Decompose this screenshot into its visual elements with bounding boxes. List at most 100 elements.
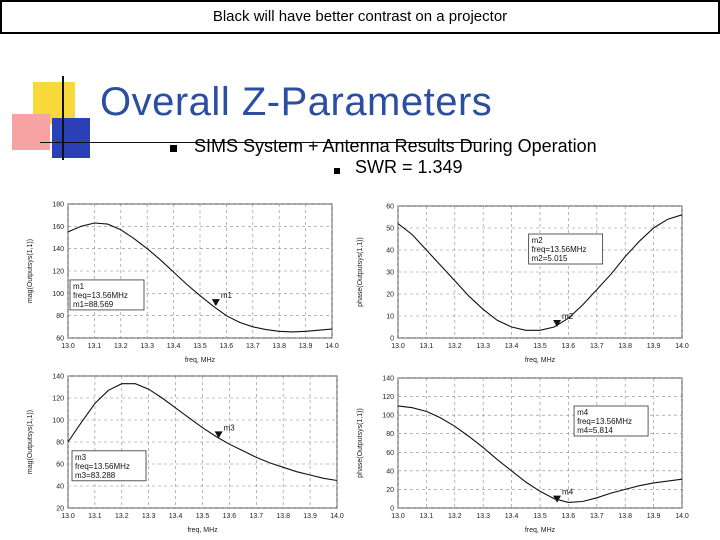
x-tick-label: 13.2 bbox=[448, 343, 462, 350]
x-tick-label: 13.0 bbox=[61, 343, 75, 350]
y-tick-label: 100 bbox=[52, 418, 64, 425]
marker-name: m2 bbox=[562, 312, 574, 321]
plot-1: 13.0 13.1 13.2 13.3 13.4 13.5 13.6 13.7 13.8 13.9… bbox=[22, 196, 342, 366]
y-tick-label: 30 bbox=[386, 270, 394, 277]
deco-blue-square bbox=[52, 118, 90, 158]
marker-readout-line: m1=88.569 bbox=[73, 300, 114, 309]
x-tick-label: 13.8 bbox=[618, 343, 632, 350]
x-tick-label: 13.6 bbox=[220, 343, 234, 350]
plot-4: 13.0 13.1 13.2 13.3 13.4 13.5 13.6 13.7 13.8 13.9… bbox=[352, 370, 692, 536]
y-tick-label: 40 bbox=[386, 468, 394, 475]
x-tick-label: 13.7 bbox=[246, 343, 260, 350]
plot-4-svg: 13.0 13.1 13.2 13.3 13.4 13.5 13.6 13.7 13.8 13.9… bbox=[357, 376, 689, 535]
x-tick-label: 13.7 bbox=[249, 513, 263, 520]
x-axis-label: freq, MHz bbox=[187, 527, 218, 534]
x-tick-label: 13.2 bbox=[114, 343, 128, 350]
x-tick-label: 13.7 bbox=[590, 513, 604, 520]
banner-text: Black will have better contrast on a pro… bbox=[212, 8, 508, 25]
marker-readout-box bbox=[69, 279, 145, 311]
x-tick-label: 13.6 bbox=[562, 513, 576, 520]
y-tick-label: 80 bbox=[386, 431, 394, 438]
marker-name: m4 bbox=[562, 488, 574, 497]
series-line bbox=[67, 222, 333, 333]
x-tick-label: 13.0 bbox=[391, 513, 405, 520]
x-tick-label: 13.3 bbox=[142, 513, 156, 520]
marker-readout-line: freq=13.56MHz bbox=[577, 417, 632, 426]
series-line bbox=[67, 383, 338, 482]
bullet-text-2: SWR = 1.349 bbox=[355, 157, 463, 177]
marker-triangle bbox=[553, 319, 562, 327]
marker-name: m1 bbox=[221, 291, 233, 300]
deco-horizontal-line bbox=[40, 142, 480, 143]
x-axis-label: freq, MHz bbox=[525, 357, 556, 364]
x-tick-label: 13.4 bbox=[505, 343, 519, 350]
y-axis-label: mag(Outputsys(1,1)) bbox=[27, 410, 34, 474]
x-tick-label: 13.5 bbox=[533, 343, 547, 350]
marker-readout-line: m4=5.814 bbox=[577, 426, 613, 435]
y-tick-label: 60 bbox=[56, 462, 64, 469]
x-axis-label: freq, MHz bbox=[185, 357, 216, 364]
marker-readout-box bbox=[573, 405, 649, 437]
y-tick-label: 140 bbox=[52, 374, 64, 381]
x-tick-label: 13.1 bbox=[420, 513, 434, 520]
x-tick-label: 13.6 bbox=[562, 343, 576, 350]
bullet-text-1: SIMS System + Antenna Results During Ope… bbox=[194, 136, 597, 156]
x-tick-label: 13.0 bbox=[391, 343, 405, 350]
bullet-marker-1 bbox=[170, 145, 177, 152]
x-axis-label: freq, MHz bbox=[525, 527, 556, 534]
y-tick-label: 120 bbox=[52, 396, 64, 403]
y-axis-label: phase(Outputsys(1,1)) bbox=[357, 408, 364, 478]
y-tick-label: 140 bbox=[382, 376, 394, 383]
y-tick-label: 80 bbox=[56, 313, 64, 320]
x-tick-label: 13.3 bbox=[476, 513, 490, 520]
banner: Black will have better contrast on a pro… bbox=[0, 0, 720, 34]
x-tick-label: 14.0 bbox=[325, 343, 339, 350]
x-tick-label: 13.8 bbox=[276, 513, 290, 520]
x-tick-label: 13.1 bbox=[88, 513, 102, 520]
marker-readout-line: m3=83.288 bbox=[75, 471, 116, 480]
x-tick-label: 14.0 bbox=[675, 513, 689, 520]
x-tick-label: 13.9 bbox=[647, 343, 661, 350]
marker-readout-line: m4 bbox=[577, 408, 589, 417]
y-tick-label: 60 bbox=[56, 336, 64, 343]
y-tick-label: 20 bbox=[386, 487, 394, 494]
y-tick-label: 160 bbox=[52, 224, 64, 231]
y-tick-label: 40 bbox=[56, 484, 64, 491]
x-tick-label: 13.2 bbox=[115, 513, 129, 520]
plot-3-svg: 13.0 13.1 13.2 13.3 13.4 13.5 13.6 13.7 13.8 13.9… bbox=[27, 374, 344, 535]
marker-readout-line: m2=5.015 bbox=[532, 254, 568, 263]
series-line bbox=[397, 214, 683, 331]
x-tick-label: 13.4 bbox=[167, 343, 181, 350]
x-tick-label: 13.8 bbox=[272, 343, 286, 350]
x-tick-label: 13.8 bbox=[618, 513, 632, 520]
y-tick-label: 100 bbox=[52, 291, 64, 298]
y-tick-label: 0 bbox=[390, 336, 394, 343]
slide-title: Overall Z-Parameters bbox=[100, 80, 493, 124]
x-tick-label: 13.4 bbox=[505, 513, 519, 520]
marker-readout-line: m1 bbox=[73, 282, 85, 291]
marker-triangle bbox=[553, 495, 562, 503]
y-tick-label: 50 bbox=[386, 226, 394, 233]
plot-3: 13.0 13.1 13.2 13.3 13.4 13.5 13.6 13.7 13.8 13.9… bbox=[22, 368, 347, 536]
x-tick-label: 13.9 bbox=[303, 513, 317, 520]
y-tick-label: 100 bbox=[382, 413, 394, 420]
y-tick-label: 20 bbox=[386, 292, 394, 299]
plot-2: 13.0 13.1 13.2 13.3 13.4 13.5 13.6 13.7 13.8 13.9… bbox=[352, 198, 692, 366]
y-tick-label: 120 bbox=[52, 269, 64, 276]
marker-readout-line: m3 bbox=[75, 453, 87, 462]
marker-readout-box bbox=[528, 233, 604, 265]
x-tick-label: 13.5 bbox=[193, 343, 207, 350]
marker-readout-line: m2 bbox=[532, 236, 544, 245]
x-tick-label: 13.5 bbox=[196, 513, 210, 520]
x-tick-label: 14.0 bbox=[675, 343, 689, 350]
x-tick-label: 13.7 bbox=[590, 343, 604, 350]
marker-triangle bbox=[214, 431, 223, 439]
x-tick-label: 13.0 bbox=[61, 513, 75, 520]
y-tick-label: 60 bbox=[386, 204, 394, 211]
y-tick-label: 80 bbox=[56, 440, 64, 447]
plot-1-svg: 13.0 13.1 13.2 13.3 13.4 13.5 13.6 13.7 13.8 13.9… bbox=[27, 202, 339, 365]
marker-readout-line: freq=13.56MHz bbox=[73, 291, 128, 300]
y-tick-label: 20 bbox=[56, 506, 64, 513]
x-tick-label: 13.6 bbox=[223, 513, 237, 520]
marker-name: m3 bbox=[224, 423, 236, 432]
